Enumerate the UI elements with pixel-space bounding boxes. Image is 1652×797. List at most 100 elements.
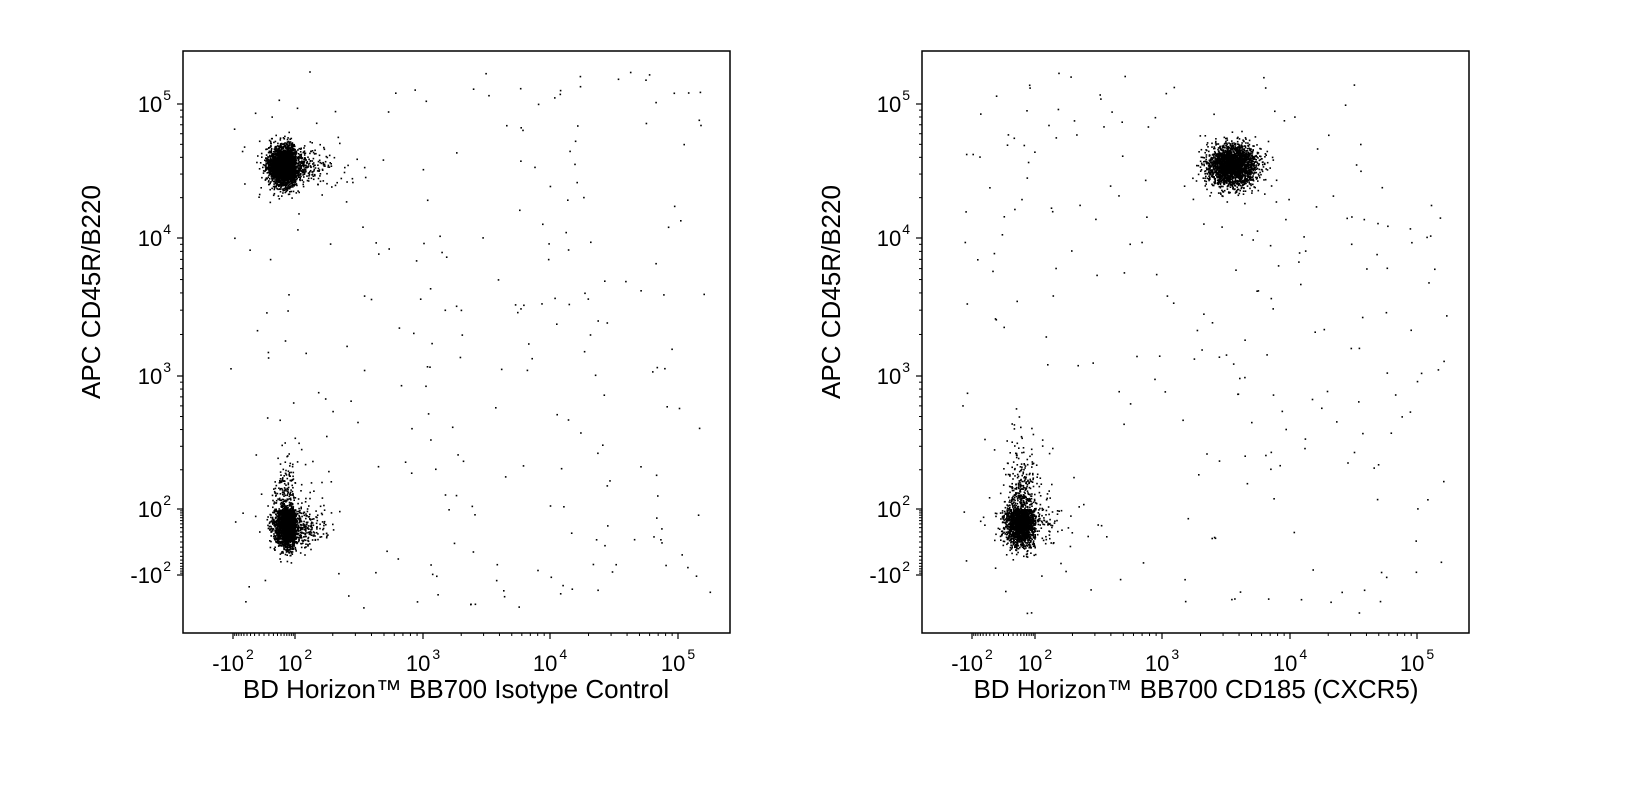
data-point <box>300 153 303 156</box>
data-point <box>264 170 266 173</box>
data-point <box>299 176 302 179</box>
data-point <box>276 187 278 190</box>
data-point <box>276 176 278 179</box>
data-point <box>287 169 290 171</box>
data-point <box>314 149 316 152</box>
data-point <box>282 544 284 546</box>
data-point <box>284 151 287 153</box>
data-point <box>289 494 292 496</box>
data-point <box>274 525 277 527</box>
data-point <box>330 481 333 483</box>
data-point <box>277 531 280 534</box>
data-point <box>282 143 284 146</box>
data-point <box>303 147 305 149</box>
data-point <box>296 170 299 172</box>
data-point <box>284 191 287 194</box>
data-point <box>269 154 271 157</box>
data-point <box>319 180 322 183</box>
data-point <box>277 174 279 177</box>
data-point <box>277 537 279 539</box>
data-point <box>282 167 285 169</box>
data-point <box>317 167 320 170</box>
data-point <box>268 155 271 158</box>
data-point <box>275 160 278 162</box>
data-point <box>282 192 284 194</box>
data-point <box>276 154 279 157</box>
data-point <box>292 486 294 489</box>
data-point <box>298 516 301 518</box>
data-point <box>290 144 293 146</box>
data-point <box>319 527 321 530</box>
data-point <box>278 499 281 501</box>
data-point <box>281 151 283 153</box>
data-point <box>267 516 269 518</box>
data-point <box>307 165 310 167</box>
data-point <box>285 484 287 486</box>
data-point <box>279 471 282 473</box>
data-point <box>285 469 287 472</box>
data-point <box>272 511 274 514</box>
data-point <box>283 187 286 190</box>
data-point <box>292 184 294 186</box>
data-point <box>304 532 306 535</box>
data-point <box>303 168 306 170</box>
data-point <box>336 181 338 184</box>
data-point <box>300 546 303 549</box>
data-point <box>272 154 275 156</box>
data-point <box>285 162 288 165</box>
data-point <box>293 178 296 181</box>
data-point <box>283 160 286 162</box>
data-point <box>281 175 283 177</box>
data-point <box>276 518 279 521</box>
data-point <box>284 546 287 549</box>
data-point <box>275 170 278 173</box>
data-point <box>269 157 272 160</box>
data-point <box>271 160 274 163</box>
data-point <box>282 146 285 148</box>
data-point <box>285 152 288 155</box>
data-point <box>278 544 280 546</box>
data-point <box>295 150 297 153</box>
data-point <box>282 512 284 514</box>
data-point <box>287 158 290 160</box>
data-point <box>270 535 272 537</box>
data-point <box>285 186 287 189</box>
data-point <box>297 149 299 151</box>
data-point <box>311 150 314 152</box>
data-point <box>289 169 291 172</box>
data-point <box>314 174 316 177</box>
data-point <box>312 162 315 164</box>
data-point <box>285 176 288 179</box>
data-point <box>278 526 280 529</box>
data-point <box>282 538 284 541</box>
data-point <box>307 540 310 543</box>
data-point <box>279 163 281 166</box>
data-point <box>304 533 306 536</box>
data-point <box>291 174 294 177</box>
data-point <box>266 172 269 174</box>
data-point <box>279 481 281 483</box>
data-point <box>285 183 288 185</box>
data-point <box>279 478 282 480</box>
data-point <box>299 161 302 163</box>
data-point <box>295 178 298 181</box>
data-point <box>291 172 294 174</box>
data-point <box>287 492 289 495</box>
data-point <box>287 483 290 486</box>
data-point <box>287 186 289 188</box>
data-point <box>290 190 293 193</box>
data-point <box>294 145 296 148</box>
data-point <box>307 536 310 539</box>
data-point <box>290 507 293 510</box>
data-point <box>294 149 296 151</box>
data-point <box>311 518 314 520</box>
data-point <box>281 168 283 171</box>
data-point <box>306 532 308 534</box>
data-point <box>303 145 306 147</box>
data-point <box>289 153 291 156</box>
data-point <box>310 166 312 169</box>
data-point <box>293 173 296 176</box>
data-point <box>313 168 316 171</box>
data-point <box>307 156 309 158</box>
data-point <box>310 482 313 484</box>
